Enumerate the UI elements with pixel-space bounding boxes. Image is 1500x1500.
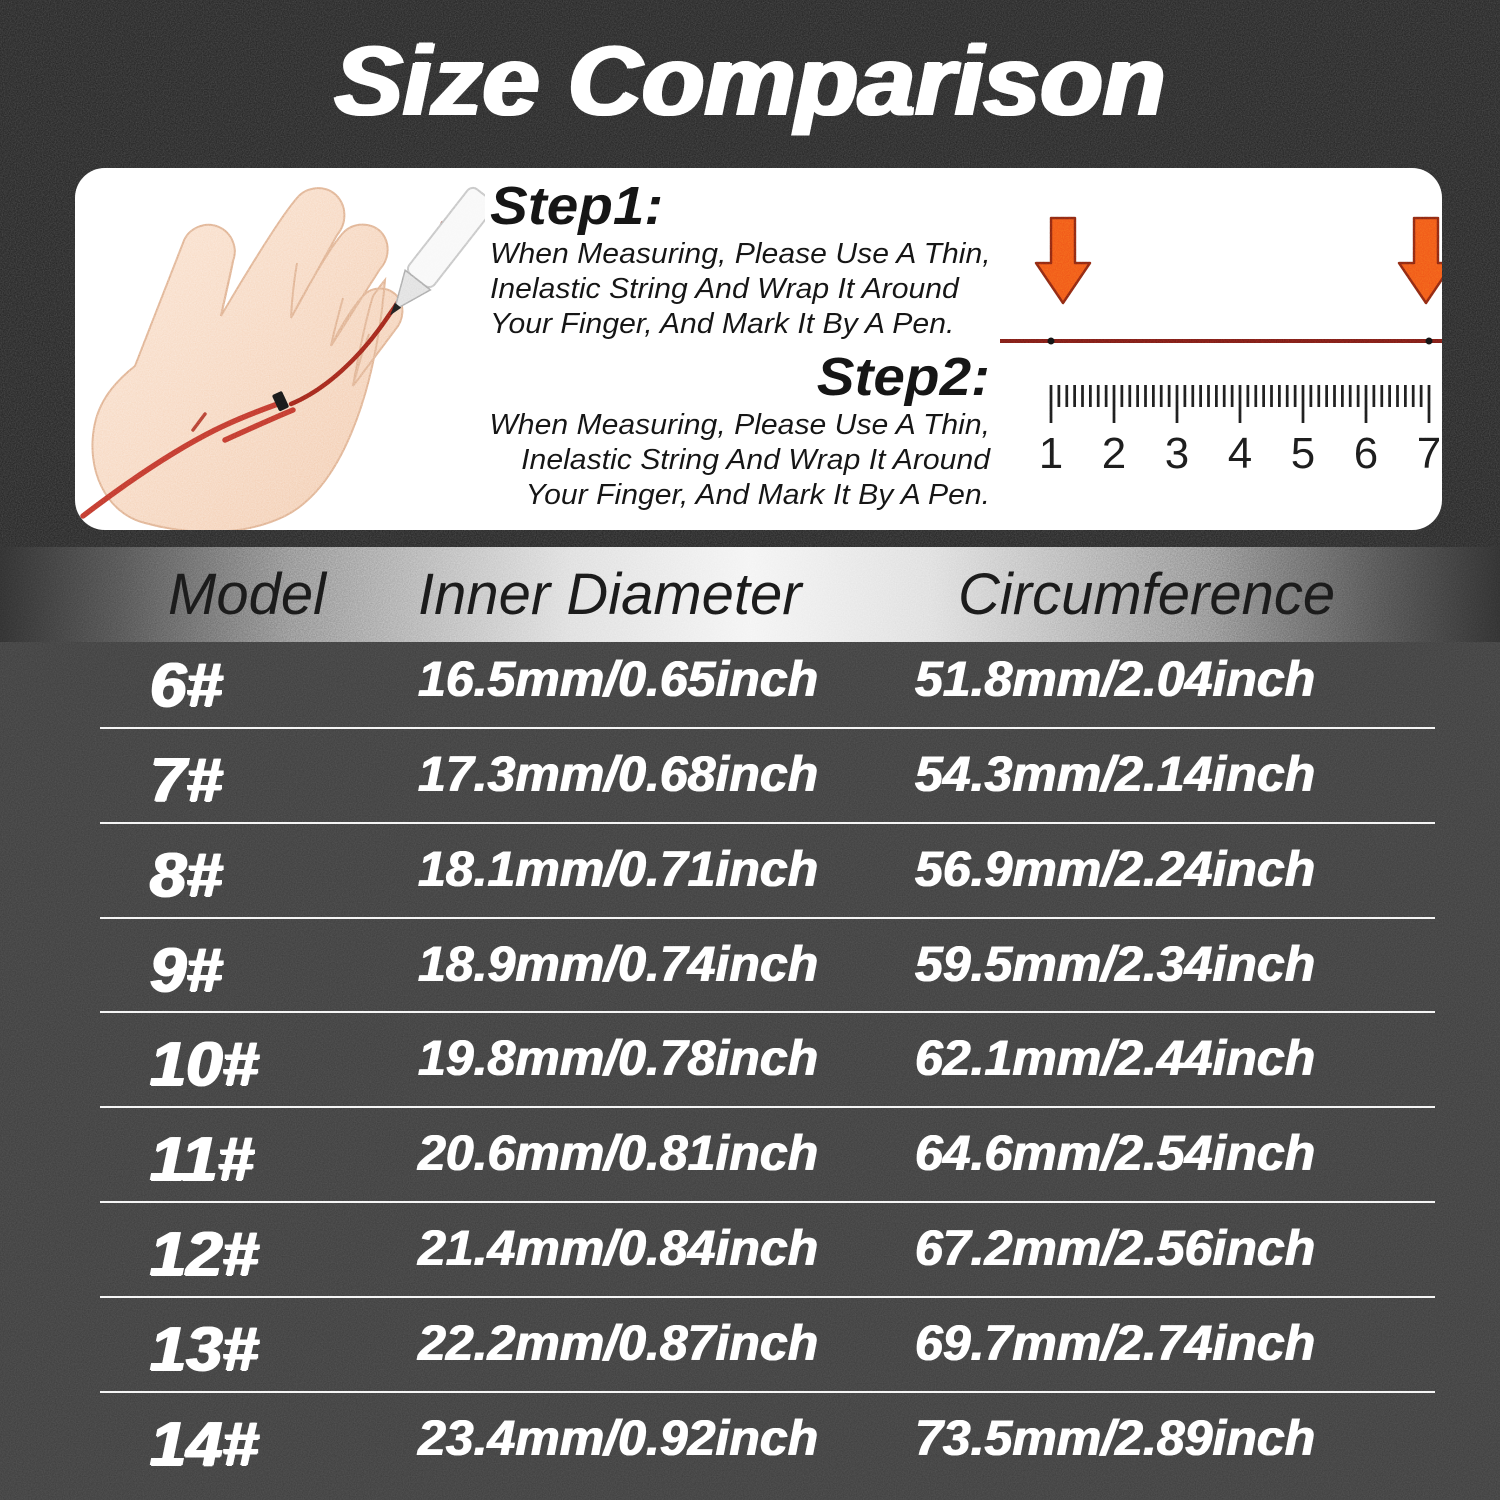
svg-text:7: 7 xyxy=(1417,429,1441,478)
svg-text:5: 5 xyxy=(1291,429,1315,478)
svg-text:3: 3 xyxy=(1165,429,1189,478)
svg-text:2: 2 xyxy=(1102,429,1126,478)
svg-text:1: 1 xyxy=(1039,429,1063,478)
svg-text:4: 4 xyxy=(1228,429,1252,478)
svg-text:6: 6 xyxy=(1354,429,1378,478)
